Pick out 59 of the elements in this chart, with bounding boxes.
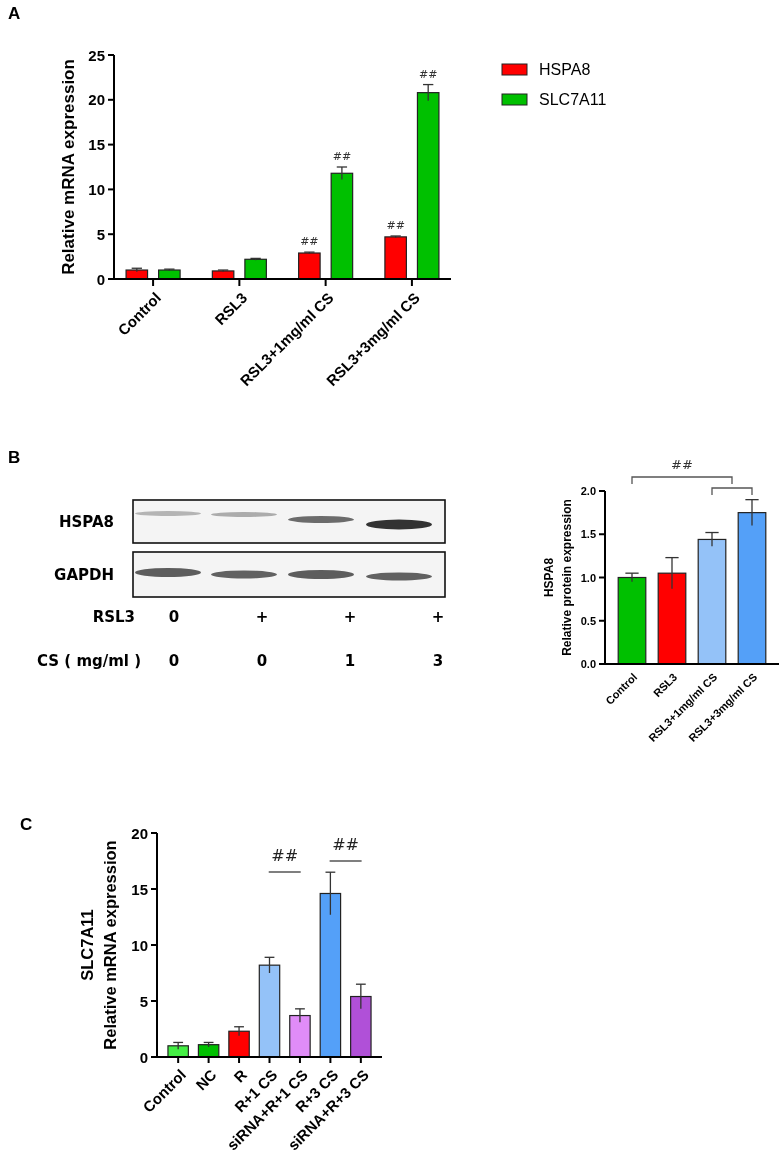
text: +: [343, 608, 357, 626]
text: 3: [432, 652, 444, 670]
y-tick-label: 15: [88, 136, 105, 154]
y-tick-label: 25: [88, 46, 105, 64]
text: GAPDH: [54, 565, 114, 584]
chart-title: A: [8, 4, 21, 23]
y-tick-label: 0: [96, 270, 105, 288]
text: ##: [671, 457, 693, 472]
text: 0: [256, 652, 268, 670]
bar: [350, 995, 372, 1058]
y-tick-label: 2.0: [580, 485, 596, 497]
text: B: [8, 448, 21, 467]
x-tick-label: R: [230, 1065, 251, 1086]
bar: [258, 964, 281, 1058]
bar: [298, 252, 321, 280]
bar: [330, 172, 354, 280]
data-label: ##: [386, 218, 405, 232]
text: 1: [344, 652, 356, 670]
bar: [319, 892, 342, 1058]
text: +: [431, 608, 445, 626]
y-tick-label: 0: [139, 1048, 148, 1066]
bar: [617, 576, 647, 665]
y-tick-label: 20: [131, 824, 148, 842]
y-tick-label: 20: [88, 91, 105, 109]
bar: [697, 538, 727, 665]
data-label: ##: [418, 67, 438, 81]
y-tick-label: 15: [131, 880, 148, 898]
legend-label: SLC7A11: [539, 91, 607, 108]
text: +: [255, 608, 269, 626]
bar: [289, 1014, 311, 1058]
y-tick-label: 1.0: [580, 571, 596, 584]
y-axis-title: HSPA8 Relative protein expression: [542, 499, 574, 656]
y-tick-label: 0.0: [580, 658, 596, 670]
legend-label: HSPA8: [539, 61, 591, 78]
text: RSL3: [92, 608, 135, 626]
annotation: ##: [271, 846, 299, 865]
text: CS ( mg/ml ): [37, 652, 142, 670]
y-axis-title: SLC7A11 Relative mRNA expression: [78, 840, 119, 1050]
text: 0: [168, 652, 180, 670]
y-axis-title: Relative mRNA expression: [59, 59, 78, 275]
bar: [384, 236, 407, 280]
data-label: ##: [332, 150, 352, 163]
y-tick-label: 1.5: [580, 528, 596, 541]
text: 0: [168, 608, 180, 626]
data-label: ##: [300, 235, 319, 249]
y-tick-label: 10: [88, 180, 105, 198]
y-tick-label: 0.5: [580, 614, 596, 627]
bar: [737, 512, 767, 665]
bar: [416, 92, 440, 280]
bar: [244, 258, 267, 280]
bar: [657, 572, 687, 665]
y-tick-label: 5: [96, 225, 105, 243]
x-tick-label: NC: [192, 1065, 220, 1094]
text: HSPA8: [58, 512, 114, 531]
bar: [228, 1030, 250, 1058]
y-tick-label: 10: [131, 936, 148, 954]
y-tick-label: 5: [139, 992, 148, 1010]
annotation: ##: [332, 835, 360, 854]
chart-title: C: [20, 815, 33, 834]
